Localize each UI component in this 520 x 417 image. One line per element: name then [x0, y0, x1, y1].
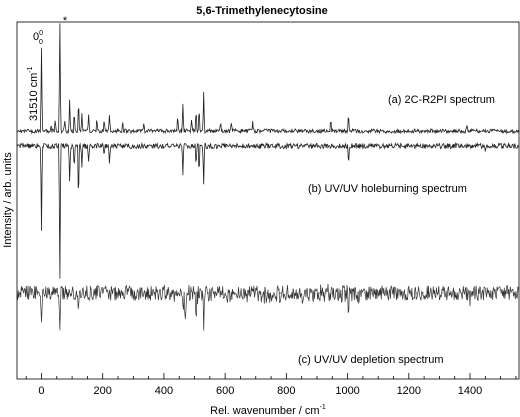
origin-wavenumber-main: 31510 cm	[28, 73, 40, 121]
x-tick-label: 600	[216, 385, 234, 397]
origin-band-sup: 0	[39, 30, 43, 37]
x-tick-label: 400	[155, 385, 173, 397]
series-b-label: (b) UV/UV holeburning spectrum	[308, 183, 467, 195]
origin-band-label: 00 0	[33, 30, 43, 46]
trace-holeburning	[16, 141, 520, 279]
origin-wavenumber-label: 31510 cm-1	[27, 66, 40, 121]
asterisk-marker: *	[63, 15, 68, 27]
x-axis-label-sup: -1	[320, 404, 326, 411]
x-axis-label-main: Rel. wavenumber / cm	[210, 405, 319, 417]
trace-depletion	[16, 283, 520, 331]
y-axis-label: Intensity / arb. units	[2, 152, 14, 248]
origin-band-main: 0	[33, 31, 39, 43]
x-tick-label: 1400	[458, 385, 482, 397]
plot-frame	[16, 21, 520, 380]
spectrum-traces	[16, 23, 520, 331]
x-tick-label: 1000	[335, 385, 359, 397]
trace-2c-r2pi	[16, 23, 520, 135]
series-a-label: (a) 2C-R2PI spectrum	[388, 94, 495, 106]
origin-wavenumber-sup: -1	[27, 66, 34, 72]
origin-band-sub: 0	[39, 39, 43, 46]
x-tick-label: 1200	[397, 385, 421, 397]
x-tick-label: 200	[94, 385, 112, 397]
x-tick-label: 800	[277, 385, 295, 397]
series-c-label: (c) UV/UV depletion spectrum	[298, 354, 444, 366]
x-axis-label: Rel. wavenumber / cm-1	[210, 404, 326, 417]
annotations: 00 0 * 31510 cm-1 (a) 2C-R2PI spectrum (b…	[27, 15, 495, 366]
x-tick-label: 0	[38, 385, 44, 397]
x-axis-ticks: 0 200 400 600 800 1000 1200 1400	[25, 373, 517, 397]
chart-title: 5,6-Trimethylenecytosine	[196, 5, 327, 17]
